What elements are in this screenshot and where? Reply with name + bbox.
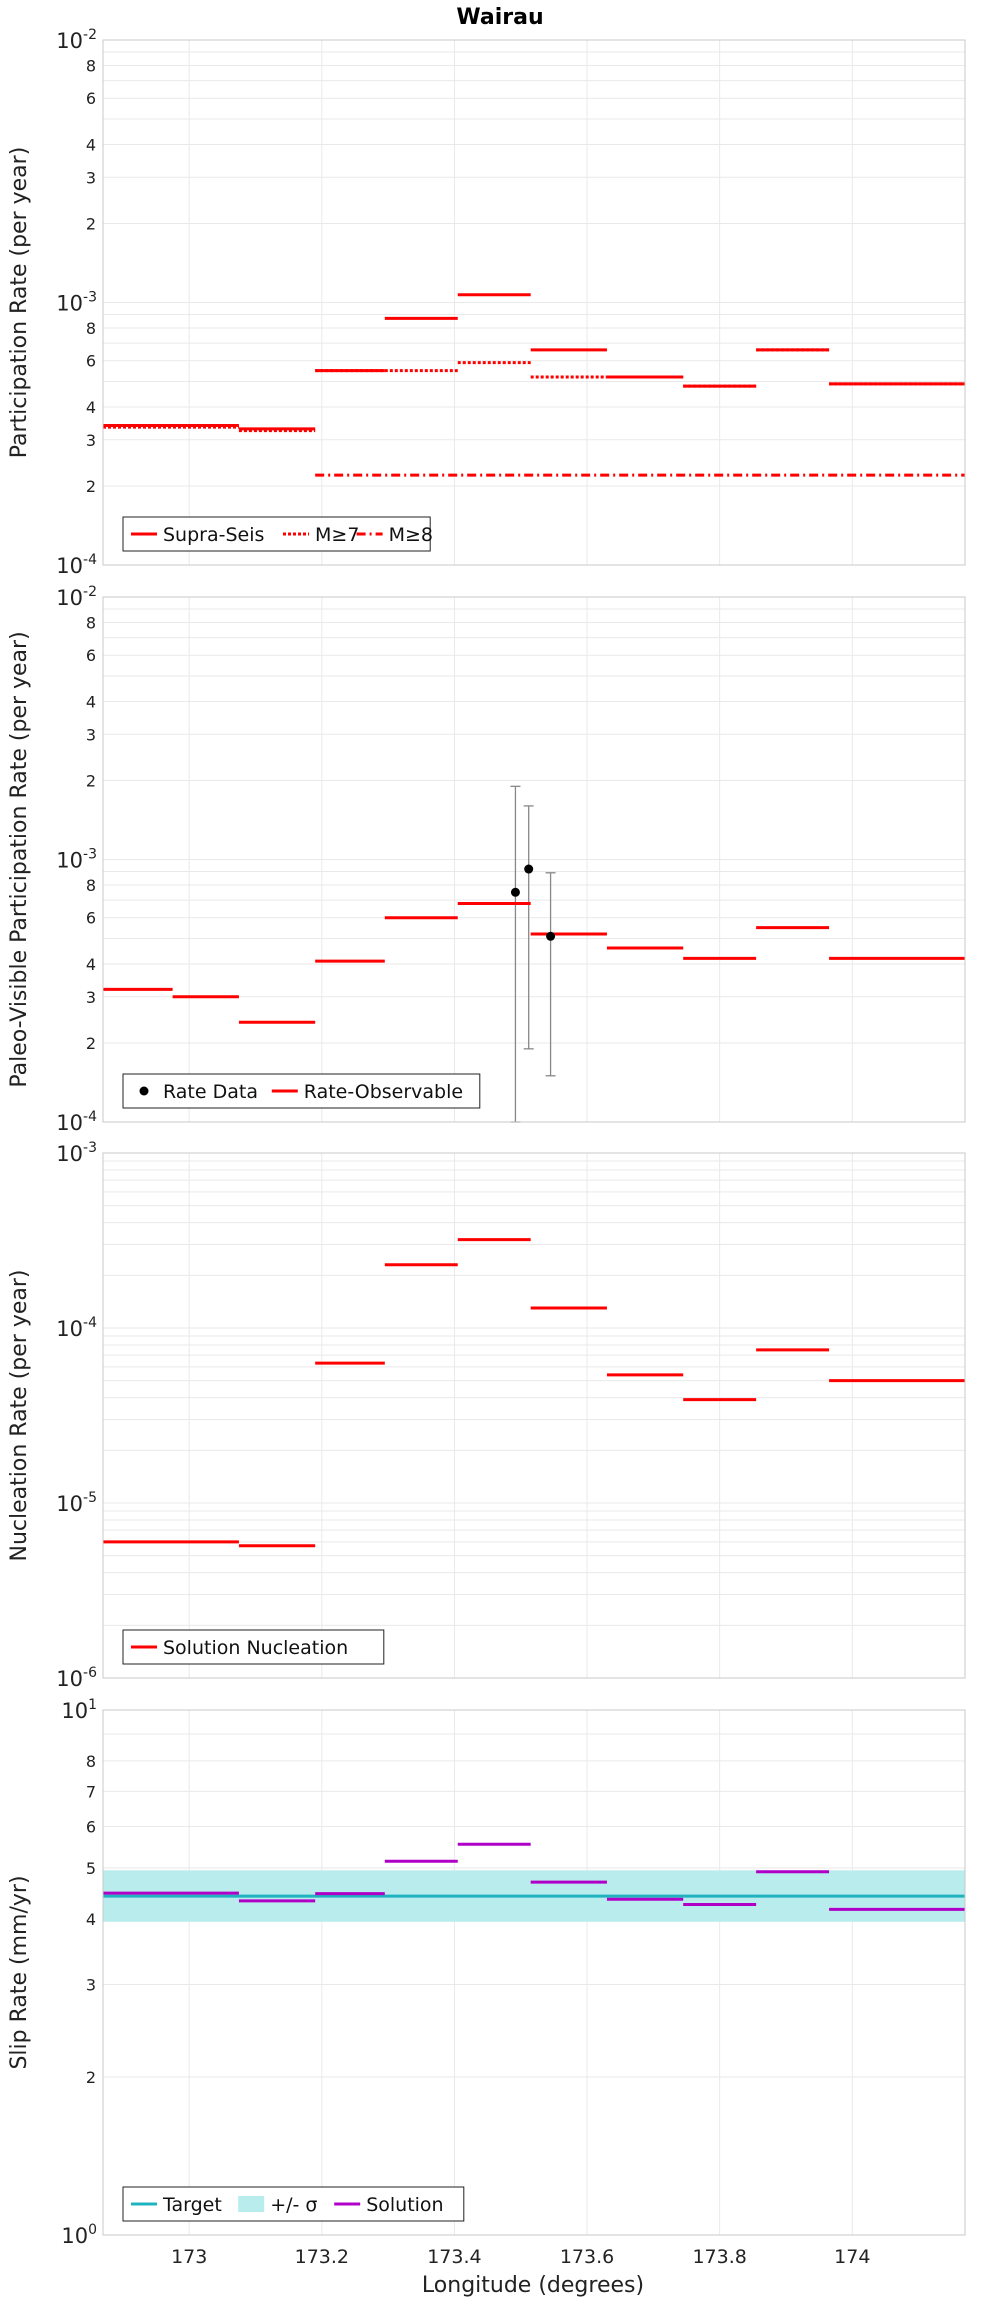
legend-label: +/- σ bbox=[270, 2194, 317, 2216]
panel-3: 10-3 10-4 10-5 10-6 Nucleation Rate (per yea… bbox=[7, 1140, 966, 1691]
y-tick-label: 6 bbox=[86, 352, 96, 371]
plot-frame bbox=[102, 596, 966, 1123]
x-tick-label: 174 bbox=[834, 2246, 870, 2268]
y-tick-label: 100 bbox=[61, 2222, 97, 2248]
legend-label: Solution Nucleation bbox=[163, 1637, 348, 1659]
x-tick-label: 173.2 bbox=[295, 2246, 349, 2268]
legend-label: M≥8 bbox=[389, 524, 433, 546]
y-tick-label: 3 bbox=[86, 1976, 96, 1995]
legend-label: Target bbox=[162, 2194, 222, 2216]
y-tick-label: 10-6 bbox=[56, 1665, 97, 1691]
legend-box bbox=[122, 2186, 465, 2222]
legend-marker bbox=[238, 2196, 265, 2212]
plot-frame bbox=[102, 1152, 966, 1679]
y-tick-label: 4 bbox=[86, 398, 96, 417]
plot-frame bbox=[102, 1709, 966, 2236]
y-tick-label: 10-4 bbox=[56, 1109, 97, 1135]
legend: Target +/- σ Solution bbox=[122, 2186, 465, 2222]
panel-4: 101 8 7 6 5 4 3 2 100 Slip Rate (mm/yr) 173 173.2 17… bbox=[7, 1697, 966, 2268]
y-tick-label: 3 bbox=[86, 988, 96, 1007]
y-tick-label: 7 bbox=[86, 1782, 96, 1801]
y-tick-label: 10-2 bbox=[56, 584, 97, 610]
legend-box bbox=[122, 1073, 481, 1109]
y-tick-label: 10-4 bbox=[56, 552, 97, 578]
y-tick-label: 10-3 bbox=[56, 290, 97, 316]
x-tick-label: 173.4 bbox=[427, 2246, 481, 2268]
y-tick-label: 5 bbox=[86, 1859, 96, 1878]
data-point bbox=[546, 931, 556, 941]
x-axis-label: Longitude (degrees) bbox=[422, 2273, 644, 2298]
legend-label: M≥7 bbox=[315, 524, 359, 546]
y-tick-label: 8 bbox=[86, 319, 96, 338]
legend-marker bbox=[139, 1086, 149, 1096]
y-tick-label: 2 bbox=[86, 214, 96, 233]
y-tick-label: 2 bbox=[86, 2068, 96, 2087]
legend-label: Rate-Observable bbox=[304, 1081, 463, 1103]
y-tick-label: 10-2 bbox=[56, 27, 97, 53]
y-tick-label: 2 bbox=[86, 1034, 96, 1053]
y-tick-label: 6 bbox=[86, 646, 96, 665]
y-tick-label: 10-3 bbox=[56, 847, 97, 873]
x-tick-label: 173.8 bbox=[692, 2246, 746, 2268]
y-tick-label: 3 bbox=[86, 168, 96, 187]
plot-area bbox=[103, 1710, 965, 2235]
y-tick-label: 6 bbox=[86, 909, 96, 928]
y-tick-label: 4 bbox=[86, 135, 96, 154]
legend-label: Rate Data bbox=[163, 1081, 258, 1103]
y-tick-label: 8 bbox=[86, 613, 96, 632]
y-tick-label: 8 bbox=[86, 56, 96, 75]
legend: Supra-Seis M≥7 M≥8 bbox=[122, 516, 433, 552]
y-tick-label: 8 bbox=[86, 1752, 96, 1771]
y-tick-label: 10-4 bbox=[56, 1315, 97, 1341]
chart-title: Wairau bbox=[456, 5, 543, 30]
y-tick-label: 8 bbox=[86, 876, 96, 895]
y-tick-label: 2 bbox=[86, 477, 96, 496]
data-point bbox=[524, 864, 534, 874]
plot-frame bbox=[102, 39, 966, 566]
y-axis-label: Slip Rate (mm/yr) bbox=[7, 1875, 32, 2069]
y-tick-label: 4 bbox=[86, 955, 96, 974]
y-tick-label: 6 bbox=[86, 1817, 96, 1836]
legend-label: Solution bbox=[366, 2194, 443, 2216]
y-tick-label: 2 bbox=[86, 771, 96, 790]
y-tick-label: 6 bbox=[86, 89, 96, 108]
y-axis-label: Paleo-Visible Participation Rate (per ye… bbox=[7, 631, 32, 1087]
x-tick-label: 173.6 bbox=[560, 2246, 614, 2268]
y-axis-label: Participation Rate (per year) bbox=[7, 147, 32, 459]
y-axis-label: Nucleation Rate (per year) bbox=[7, 1270, 32, 1562]
y-tick-label: 3 bbox=[86, 431, 96, 450]
legend: Solution Nucleation bbox=[122, 1629, 385, 1665]
y-tick-label: 4 bbox=[86, 1910, 96, 1929]
y-tick-label: 3 bbox=[86, 725, 96, 744]
legend-box bbox=[122, 1629, 385, 1665]
legend-label: Supra-Seis bbox=[163, 524, 264, 546]
y-tick-label: 10-5 bbox=[56, 1490, 97, 1516]
x-tick-label: 173 bbox=[171, 2246, 207, 2268]
y-tick-label: 4 bbox=[86, 692, 96, 711]
legend: Rate Data Rate-Observable bbox=[122, 1073, 481, 1109]
y-tick-label: 10-3 bbox=[56, 1140, 97, 1166]
panel-1: 10-2 8 6 4 3 2 10-3 8 6 4 3 2 10-4 Participation Rate… bbox=[7, 27, 966, 578]
plot-area bbox=[103, 1153, 965, 1678]
panel-2: 10-2 8 6 4 3 2 10-3 8 6 4 3 2 10-4 Paleo-Visible Part… bbox=[7, 584, 966, 1135]
data-point bbox=[510, 887, 520, 897]
y-tick-label: 101 bbox=[61, 1697, 97, 1723]
